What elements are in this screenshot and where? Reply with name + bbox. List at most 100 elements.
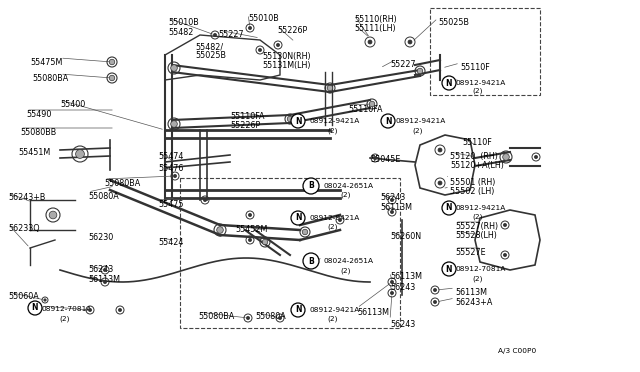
Text: 56243+B: 56243+B — [8, 193, 45, 202]
Circle shape — [49, 211, 57, 219]
Text: 08024-2651A: 08024-2651A — [323, 183, 373, 189]
Circle shape — [303, 253, 319, 269]
Circle shape — [381, 114, 395, 128]
Text: 08912-9421A: 08912-9421A — [455, 80, 505, 86]
Text: 08024-2651A: 08024-2651A — [323, 258, 373, 264]
Text: 55452M: 55452M — [235, 225, 268, 234]
Text: 55025B: 55025B — [438, 18, 469, 27]
Circle shape — [442, 76, 456, 90]
Text: N: N — [385, 116, 391, 125]
Circle shape — [259, 48, 262, 52]
Text: N: N — [32, 304, 38, 312]
Text: 55527(RH): 55527(RH) — [455, 222, 498, 231]
Text: N: N — [295, 305, 301, 314]
Text: (2): (2) — [327, 224, 337, 231]
Text: (2): (2) — [412, 127, 422, 134]
Text: 55227: 55227 — [218, 30, 244, 39]
Circle shape — [109, 59, 115, 65]
Circle shape — [368, 40, 372, 44]
Text: 55060A: 55060A — [8, 292, 39, 301]
Circle shape — [339, 218, 342, 222]
Text: 55501 (RH): 55501 (RH) — [450, 178, 495, 187]
Circle shape — [442, 262, 456, 276]
Text: 56113M: 56113M — [390, 272, 422, 281]
Text: 56233Q: 56233Q — [8, 224, 40, 233]
Text: 55120  (RH): 55120 (RH) — [450, 152, 498, 161]
Text: 08912-7081A: 08912-7081A — [42, 306, 92, 312]
Circle shape — [303, 178, 319, 194]
Text: 55010B: 55010B — [168, 18, 199, 27]
Text: 56243: 56243 — [88, 265, 113, 274]
Circle shape — [76, 150, 84, 158]
Text: N: N — [295, 214, 301, 222]
Circle shape — [204, 198, 207, 202]
Text: 55110F: 55110F — [460, 63, 490, 72]
Text: 55475: 55475 — [158, 200, 184, 209]
Bar — [430, 8, 540, 95]
Text: 56243: 56243 — [380, 193, 405, 202]
Circle shape — [302, 229, 308, 235]
Circle shape — [433, 301, 436, 304]
Text: B: B — [308, 257, 314, 266]
Text: 55451M: 55451M — [18, 148, 51, 157]
Text: 55120+A(LH): 55120+A(LH) — [450, 161, 504, 170]
Circle shape — [287, 116, 292, 122]
Circle shape — [442, 201, 456, 215]
Text: 56243: 56243 — [390, 320, 415, 329]
Text: 55227: 55227 — [390, 60, 415, 69]
Text: 55475M: 55475M — [30, 58, 62, 67]
Text: (2): (2) — [472, 275, 483, 282]
Text: 55080A: 55080A — [255, 312, 285, 321]
Circle shape — [171, 65, 177, 71]
Circle shape — [173, 174, 177, 177]
Text: 56260N: 56260N — [390, 232, 421, 241]
Text: 08912-9421A: 08912-9421A — [310, 215, 360, 221]
Text: A/3 C00P0: A/3 C00P0 — [498, 348, 536, 354]
Text: 55110(RH): 55110(RH) — [354, 15, 397, 24]
Text: (2): (2) — [472, 214, 483, 221]
Text: 55110F: 55110F — [462, 138, 492, 147]
Circle shape — [248, 214, 252, 217]
Text: 08912-9421A: 08912-9421A — [455, 205, 505, 211]
Circle shape — [104, 269, 107, 272]
Circle shape — [390, 291, 394, 295]
Circle shape — [44, 299, 46, 301]
Circle shape — [438, 148, 442, 152]
Text: N: N — [445, 78, 452, 87]
Text: 55527E: 55527E — [455, 248, 486, 257]
Circle shape — [248, 238, 252, 241]
Circle shape — [534, 155, 538, 158]
Text: (2): (2) — [327, 127, 337, 134]
Circle shape — [248, 26, 252, 30]
Circle shape — [390, 280, 394, 283]
Text: 55424: 55424 — [158, 238, 184, 247]
Text: 56243+A: 56243+A — [455, 298, 492, 307]
Circle shape — [373, 156, 376, 160]
Text: 08912-9421A: 08912-9421A — [310, 118, 360, 124]
Text: 55226P: 55226P — [230, 121, 260, 130]
Circle shape — [276, 44, 280, 46]
Circle shape — [278, 317, 282, 320]
Circle shape — [504, 253, 507, 257]
Text: (2): (2) — [340, 267, 351, 273]
Text: (2): (2) — [59, 315, 70, 321]
Text: 08912-7081A: 08912-7081A — [455, 266, 506, 272]
Circle shape — [390, 211, 394, 214]
Text: B: B — [308, 182, 314, 190]
Text: 55400: 55400 — [60, 100, 85, 109]
Circle shape — [291, 114, 305, 128]
Circle shape — [438, 181, 442, 185]
Text: 55502 (LH): 55502 (LH) — [450, 187, 494, 196]
Text: 56113M: 56113M — [455, 288, 487, 297]
Text: 56230: 56230 — [88, 233, 113, 242]
Circle shape — [118, 308, 122, 312]
Text: (2): (2) — [327, 316, 337, 323]
Circle shape — [408, 40, 412, 44]
Circle shape — [246, 317, 250, 320]
Text: 55111(LH): 55111(LH) — [354, 24, 396, 33]
Text: 55131M(LH): 55131M(LH) — [262, 61, 310, 70]
Text: 55080BA: 55080BA — [198, 312, 234, 321]
Text: 08912-9421A: 08912-9421A — [310, 307, 360, 313]
Circle shape — [369, 101, 375, 107]
Text: 56113M: 56113M — [380, 203, 412, 212]
